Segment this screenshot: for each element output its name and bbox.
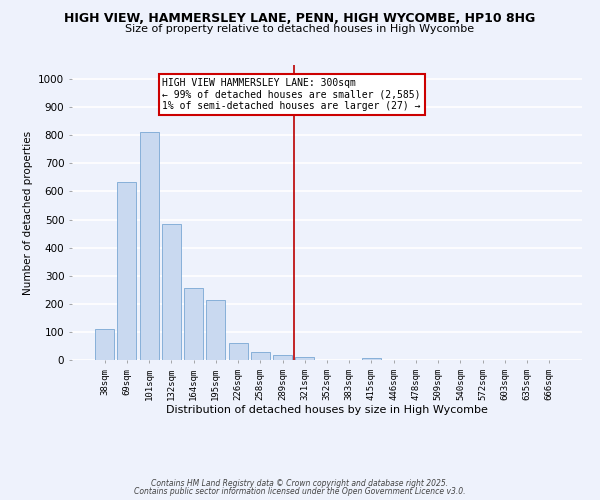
- Bar: [362, 358, 381, 360]
- Bar: [95, 329, 114, 360]
- Text: Size of property relative to detached houses in High Wycombe: Size of property relative to detached ho…: [125, 24, 475, 34]
- Text: Contains public sector information licensed under the Open Government Licence v3: Contains public sector information licen…: [134, 487, 466, 496]
- Bar: [118, 182, 136, 360]
- Bar: [184, 288, 203, 360]
- Text: Contains HM Land Registry data © Crown copyright and database right 2025.: Contains HM Land Registry data © Crown c…: [151, 478, 449, 488]
- Text: HIGH VIEW HAMMERSLEY LANE: 300sqm
← 99% of detached houses are smaller (2,585)
1: HIGH VIEW HAMMERSLEY LANE: 300sqm ← 99% …: [163, 78, 421, 111]
- Bar: [206, 300, 225, 360]
- Bar: [140, 132, 158, 360]
- Text: HIGH VIEW, HAMMERSLEY LANE, PENN, HIGH WYCOMBE, HP10 8HG: HIGH VIEW, HAMMERSLEY LANE, PENN, HIGH W…: [64, 12, 536, 26]
- Bar: [273, 355, 292, 360]
- Bar: [251, 352, 270, 360]
- Bar: [162, 224, 181, 360]
- Bar: [295, 356, 314, 360]
- Y-axis label: Number of detached properties: Number of detached properties: [23, 130, 32, 294]
- Bar: [229, 342, 248, 360]
- X-axis label: Distribution of detached houses by size in High Wycombe: Distribution of detached houses by size …: [166, 406, 488, 415]
